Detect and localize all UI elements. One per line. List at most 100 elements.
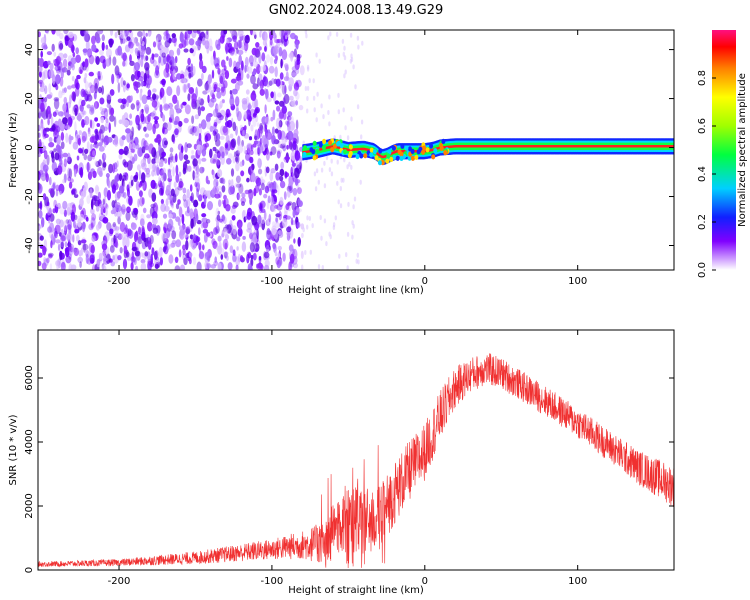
- spectrogram-cell: [236, 73, 242, 83]
- spectrogram-cell: [291, 66, 298, 72]
- spectrogram-cell: [191, 150, 195, 155]
- spectrogram-cell: [109, 89, 115, 96]
- spectrogram-cell: [169, 162, 173, 168]
- spectrogram-cell: [85, 253, 89, 264]
- spectrogram-cell: [63, 220, 68, 232]
- spectrogram-cell: [220, 125, 226, 136]
- spectrogram-cell: [206, 263, 211, 269]
- spectrogram-cell: [62, 152, 69, 158]
- spectrogram-cell: [196, 30, 200, 35]
- spectrogram-cell: [140, 56, 144, 68]
- spectrogram-cell: [101, 243, 108, 251]
- spectrogram-cell: [288, 77, 295, 87]
- spectrogram-cell: [48, 142, 55, 148]
- spectrogram-cell: [97, 71, 101, 80]
- trace-blob: [399, 155, 404, 161]
- trace-blob: [399, 151, 404, 157]
- spectrogram-cell: [48, 253, 53, 259]
- spectrogram-cell: [270, 116, 274, 122]
- spectrogram-cell: [216, 112, 222, 118]
- spectrogram-cell: [190, 154, 195, 159]
- spectrogram-cell: [42, 60, 49, 69]
- spectrogram-cell: [313, 171, 317, 177]
- spectrogram-cell: [201, 157, 207, 162]
- spectrogram-cell: [219, 135, 225, 140]
- spectrogram-cell: [361, 40, 364, 46]
- spectrogram-cell: [286, 226, 292, 233]
- spectrogram-cell: [125, 99, 130, 108]
- spectrogram-cell: [264, 104, 267, 114]
- spectrogram-cell: [198, 157, 202, 165]
- spectrogram-cell: [200, 220, 204, 229]
- trace-blob: [339, 143, 344, 149]
- spectrogram-cell: [144, 133, 150, 138]
- spectrogram-cell: [290, 217, 294, 226]
- spectrogram-cell: [91, 235, 96, 242]
- spectrogram-cell: [265, 81, 271, 88]
- spectrogram-cell: [91, 35, 96, 45]
- spectrogram-cell: [200, 106, 205, 112]
- spectrogram-cell: [261, 219, 266, 231]
- spectrogram-cell: [315, 52, 318, 58]
- spectrogram-cell: [229, 30, 235, 35]
- spectrogram-cell: [46, 51, 53, 56]
- spectrogram-cell: [118, 119, 123, 125]
- spectrogram-cell: [187, 57, 191, 66]
- spectrogram-cell: [175, 164, 179, 175]
- spectrogram-cell: [64, 125, 71, 130]
- spectrogram-cell: [56, 259, 60, 270]
- spectrogram-cell: [266, 97, 272, 103]
- spectrogram-cell: [182, 83, 188, 93]
- spectrogram-cell: [114, 135, 119, 145]
- spectrogram-cell: [317, 264, 321, 270]
- snr-y-axis: 0 2000 4000 6000: [24, 365, 674, 573]
- spectrogram-cell: [337, 199, 340, 205]
- spectrogram-cell: [141, 146, 146, 154]
- spectrogram-cell: [169, 244, 172, 249]
- spectrogram-cell: [250, 124, 254, 132]
- spectrogram-cell: [95, 36, 101, 44]
- colorbar-ticks: 0.0 0.2 0.4 0.6 0.8: [697, 70, 716, 278]
- spectrogram-cell: [265, 166, 270, 174]
- spectrogram-cell: [309, 249, 312, 255]
- spectrogram-cell: [205, 31, 209, 40]
- spectrogram-cell: [238, 40, 242, 49]
- spectrogram-cell: [287, 111, 293, 117]
- spectrogram-cell: [43, 44, 48, 49]
- spectrogram-cell: [209, 45, 213, 52]
- spectrogram-cell: [207, 94, 210, 104]
- spectrogram-cell: [161, 127, 168, 135]
- spectrogram-cell: [344, 69, 347, 75]
- spectrogram-cell: [130, 103, 135, 110]
- spectrogram-cell: [39, 81, 43, 88]
- spectrogram-cell: [294, 58, 298, 65]
- spectrogram-cell: [145, 107, 149, 113]
- spectrogram-cell: [156, 37, 159, 47]
- spectrogram-cell: [55, 189, 59, 197]
- spectrogram-cell: [162, 114, 166, 122]
- spectrogram-cell: [141, 252, 145, 259]
- spectrogram-cell: [183, 199, 189, 209]
- trace-blob: [408, 146, 412, 152]
- spectrogram-cell: [227, 262, 233, 270]
- spectrogram-cell: [285, 203, 290, 211]
- spectrogram-cell: [152, 163, 157, 173]
- spectrogram-cell: [152, 88, 157, 93]
- spectrogram-cell: [103, 187, 109, 198]
- spectrogram-cell: [92, 150, 96, 157]
- spectrogram-cell: [164, 205, 170, 212]
- spectrogram-cell: [297, 236, 301, 247]
- spectrogram-cell: [244, 34, 250, 44]
- spectrogram-cell: [95, 205, 100, 212]
- spectrogram-cell: [141, 172, 146, 183]
- spectrogram-cell: [60, 141, 65, 150]
- trace-blob: [330, 147, 335, 153]
- spectrogram-cell: [315, 168, 319, 174]
- spectrogram-cell: [102, 217, 109, 224]
- spectrogram-cell: [168, 213, 173, 219]
- spectrogram-cell: [354, 84, 357, 90]
- spectrogram-cell: [232, 253, 237, 263]
- spectrogram-cell: [63, 209, 67, 217]
- spectrogram-cell: [176, 85, 181, 97]
- spectrogram-cell: [255, 42, 260, 48]
